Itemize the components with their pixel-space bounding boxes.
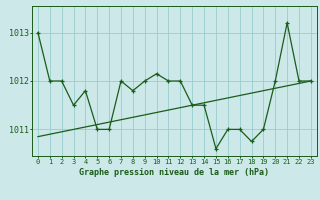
X-axis label: Graphe pression niveau de la mer (hPa): Graphe pression niveau de la mer (hPa): [79, 168, 269, 177]
